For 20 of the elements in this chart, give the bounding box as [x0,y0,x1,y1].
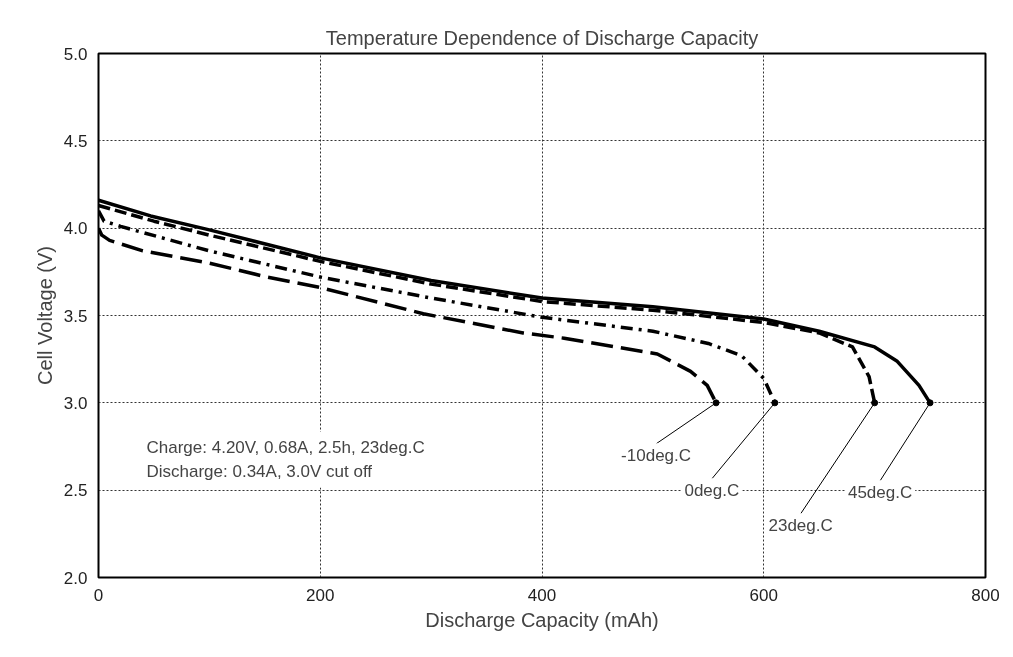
x-tick-label: 400 [527,585,557,605]
y-tick-label: 2.0 [63,568,88,588]
text: 23deg.C [768,516,833,536]
x-tick-label: 600 [749,585,778,605]
y-tick-label: 4.5 [63,131,88,151]
y-tick-label: 5.0 [63,44,88,64]
x-tick-label: 0 [93,585,104,605]
y-tick-label: 4.0 [63,219,88,239]
text: -10deg.C [621,446,692,466]
text: 45deg.C [847,483,913,503]
chart-title: Temperature Dependence of Discharge Capacity [325,26,759,49]
x-axis-title: Discharge Capacity (mAh) [425,608,659,631]
x-tick-label: 200 [306,585,335,605]
y-tick-label: 3.0 [63,393,88,413]
y-tick-label: 2.5 [63,481,88,501]
y-axis-title: Cell Voltage (V) [33,246,56,385]
text: 0deg.C [684,481,740,501]
y-tick-label: 3.5 [63,306,88,326]
x-tick-label: 800 [971,585,1000,605]
annotation: Charge: 4.20V, 0.68A, 2.5h, 23deg.C Discharge: 0.34A, 3.0V cut off [146,437,425,482]
